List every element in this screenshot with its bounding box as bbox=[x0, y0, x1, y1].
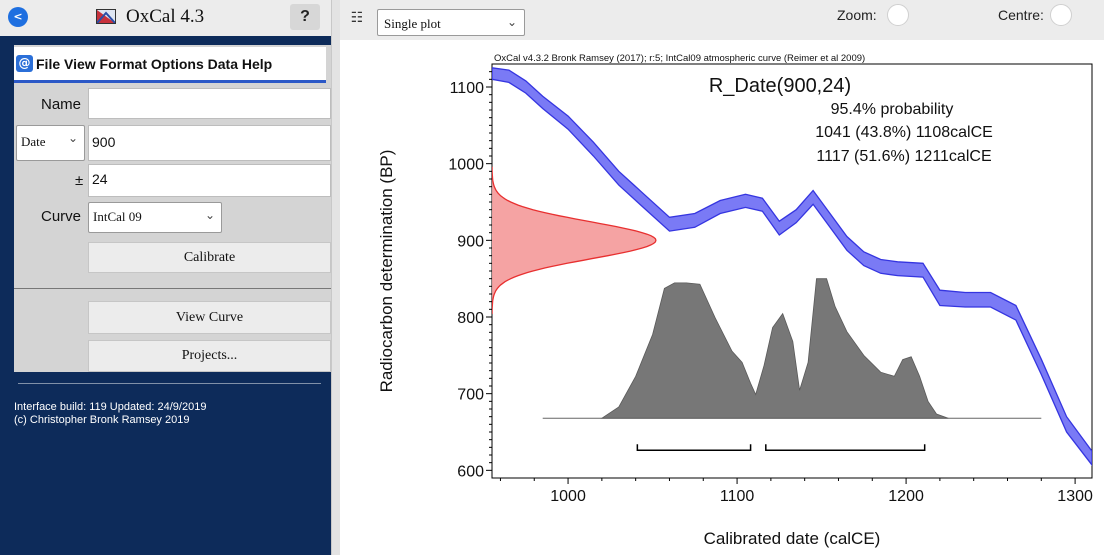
range-bracket bbox=[765, 444, 926, 451]
y-tick-label: 1000 bbox=[448, 157, 484, 174]
y-tick-label: 1100 bbox=[450, 80, 485, 97]
zoom-toggle[interactable] bbox=[887, 4, 909, 26]
y-tick-label: 700 bbox=[457, 387, 484, 404]
centre-label: Centre: bbox=[998, 7, 1044, 23]
chevron-down-icon: ⌄ bbox=[506, 15, 517, 29]
back-arrow-icon[interactable]: < bbox=[8, 7, 28, 27]
range-bracket bbox=[636, 444, 752, 451]
name-label: Name bbox=[41, 96, 82, 113]
zoom-label: Zoom: bbox=[837, 7, 877, 23]
grid-menu-icon[interactable]: ☷ bbox=[350, 10, 364, 26]
calibration-curve bbox=[492, 67, 1092, 467]
probability-annotation: 95.4% probability bbox=[831, 101, 954, 118]
posterior-distribution bbox=[600, 278, 949, 419]
oxcal-logo-icon bbox=[96, 9, 116, 24]
x-tick-label: 1100 bbox=[720, 488, 755, 505]
date-value-input[interactable]: 900 bbox=[88, 125, 331, 161]
projects-button[interactable]: Projects... bbox=[88, 340, 331, 372]
date-type-select[interactable]: Date ⌄ bbox=[16, 125, 85, 161]
plot-header: OxCal v4.3.2 Bronk Ramsey (2017); r:5; I… bbox=[494, 53, 865, 64]
build-info: Interface build: 119 Updated: 24/9/2019 … bbox=[14, 401, 206, 427]
chevron-down-icon: ⌄ bbox=[204, 208, 215, 222]
error-label: ± bbox=[75, 172, 84, 189]
plot-mode-value: Single plot bbox=[384, 16, 441, 31]
chevron-down-icon: ⌄ bbox=[67, 131, 78, 145]
plot-title: R_Date(900,24) bbox=[709, 75, 851, 97]
app-title: OxCal 4.3 bbox=[126, 6, 205, 27]
calibration-plot[interactable]: 600 700 800 900 1000 1100 1000 1100 1200 1300 OxC… bbox=[340, 40, 1104, 555]
date-entry-form: @ File View Format Options Data Help Nam… bbox=[14, 45, 331, 372]
error-input[interactable]: 24 bbox=[88, 164, 331, 197]
name-input[interactable] bbox=[88, 88, 331, 119]
x-axis-label: Calibrated date (calCE) bbox=[704, 529, 881, 548]
centre-toggle[interactable] bbox=[1050, 4, 1072, 26]
curve-label: Curve bbox=[41, 208, 82, 225]
x-tick-label: 1300 bbox=[1057, 488, 1093, 505]
plot-mode-select[interactable]: Single plot ⌄ bbox=[377, 9, 525, 36]
at-icon: @ bbox=[16, 55, 33, 72]
radiocarbon-outline bbox=[492, 166, 657, 314]
title-bar: < OxCal 4.3 ? bbox=[0, 0, 331, 36]
date-type-value: Date bbox=[21, 134, 46, 149]
panel-splitter[interactable] bbox=[331, 0, 340, 555]
radiocarbon-distribution bbox=[492, 166, 656, 314]
view-curve-button[interactable]: View Curve bbox=[88, 301, 331, 334]
calibrate-button[interactable]: Calibrate bbox=[88, 242, 331, 273]
help-button[interactable]: ? bbox=[290, 4, 320, 30]
probability-annotation: 1117 (51.6%) 1211calCE bbox=[816, 148, 991, 165]
x-tick-label: 1200 bbox=[888, 488, 924, 505]
form-separator bbox=[14, 288, 331, 289]
build-line-1: Interface build: 119 Updated: 24/9/2019 bbox=[14, 401, 207, 413]
menu-items[interactable]: File View Format Options Data Help bbox=[36, 56, 273, 72]
y-tick-label: 800 bbox=[457, 310, 484, 327]
y-tick-label: 600 bbox=[457, 463, 484, 480]
build-line-2: (c) Christopher Bronk Ramsey 2019 bbox=[14, 414, 190, 426]
y-axis-label: Radiocarbon determination (BP) bbox=[377, 150, 396, 393]
probability-annotation: 1041 (43.8%) 1108calCE bbox=[815, 124, 993, 141]
plot-toolbar: ☷ Single plot ⌄ Zoom: Centre: bbox=[340, 0, 1104, 40]
x-tick-label: 1000 bbox=[550, 488, 586, 505]
curve-value: IntCal 09 bbox=[93, 209, 142, 224]
left-panel: < OxCal 4.3 ? @ File View Format Options… bbox=[0, 0, 331, 555]
menu-bar[interactable]: @ File View Format Options Data Help bbox=[14, 47, 326, 83]
footer-separator bbox=[18, 383, 321, 384]
curve-select[interactable]: IntCal 09 ⌄ bbox=[88, 202, 222, 233]
y-tick-label: 900 bbox=[457, 233, 484, 250]
